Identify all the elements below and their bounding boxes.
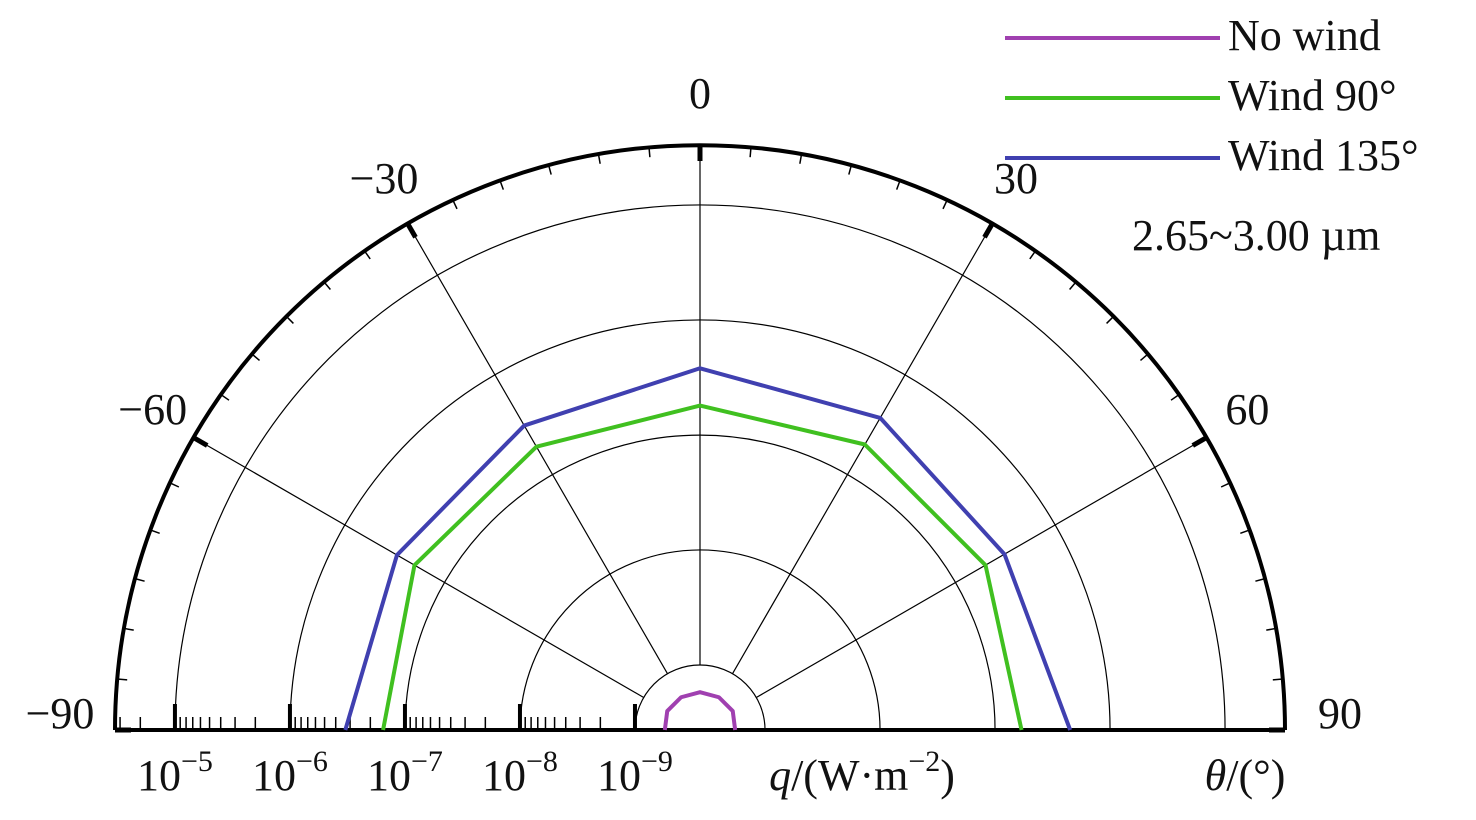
grid-ray [731, 223, 994, 674]
theta-tick-label: 0 [689, 69, 711, 118]
legend-label: No wind [1228, 11, 1381, 60]
annotation: 2.65~3.00 µm [1132, 211, 1380, 260]
grid-circle [634, 664, 766, 731]
legend-label: Wind 90° [1228, 71, 1397, 120]
theta-tick [192, 435, 209, 448]
series-line [662, 690, 738, 731]
theta-tick-label: 60 [1225, 385, 1269, 434]
theta-tick-label: −90 [26, 689, 95, 738]
series-line [381, 403, 1024, 731]
r-tick-label: 10−7 [367, 745, 443, 800]
grid-ray [406, 223, 669, 674]
r-tick-label: 10−9 [597, 745, 673, 800]
series-line [343, 366, 1073, 731]
grid-ray [193, 436, 644, 699]
r-axis-label: q/(W·m−2) [769, 745, 955, 800]
theta-tick-label: −30 [350, 154, 419, 203]
theta-tick-label: 90 [1318, 689, 1362, 738]
grid-ray [756, 436, 1207, 699]
theta-tick [982, 222, 995, 239]
theta-axis-label: θ/(°) [1205, 751, 1286, 800]
r-tick-label: 10−6 [252, 745, 328, 800]
theta-tick [405, 222, 418, 239]
r-tick-label: 10−8 [482, 745, 558, 800]
theta-tick [1191, 435, 1208, 448]
theta-tick-label: −60 [118, 385, 187, 434]
outer-arc [113, 143, 1287, 731]
r-tick-label: 10−5 [137, 745, 213, 800]
legend-label: Wind 135° [1228, 131, 1419, 180]
theta-tick-label: 30 [994, 154, 1038, 203]
